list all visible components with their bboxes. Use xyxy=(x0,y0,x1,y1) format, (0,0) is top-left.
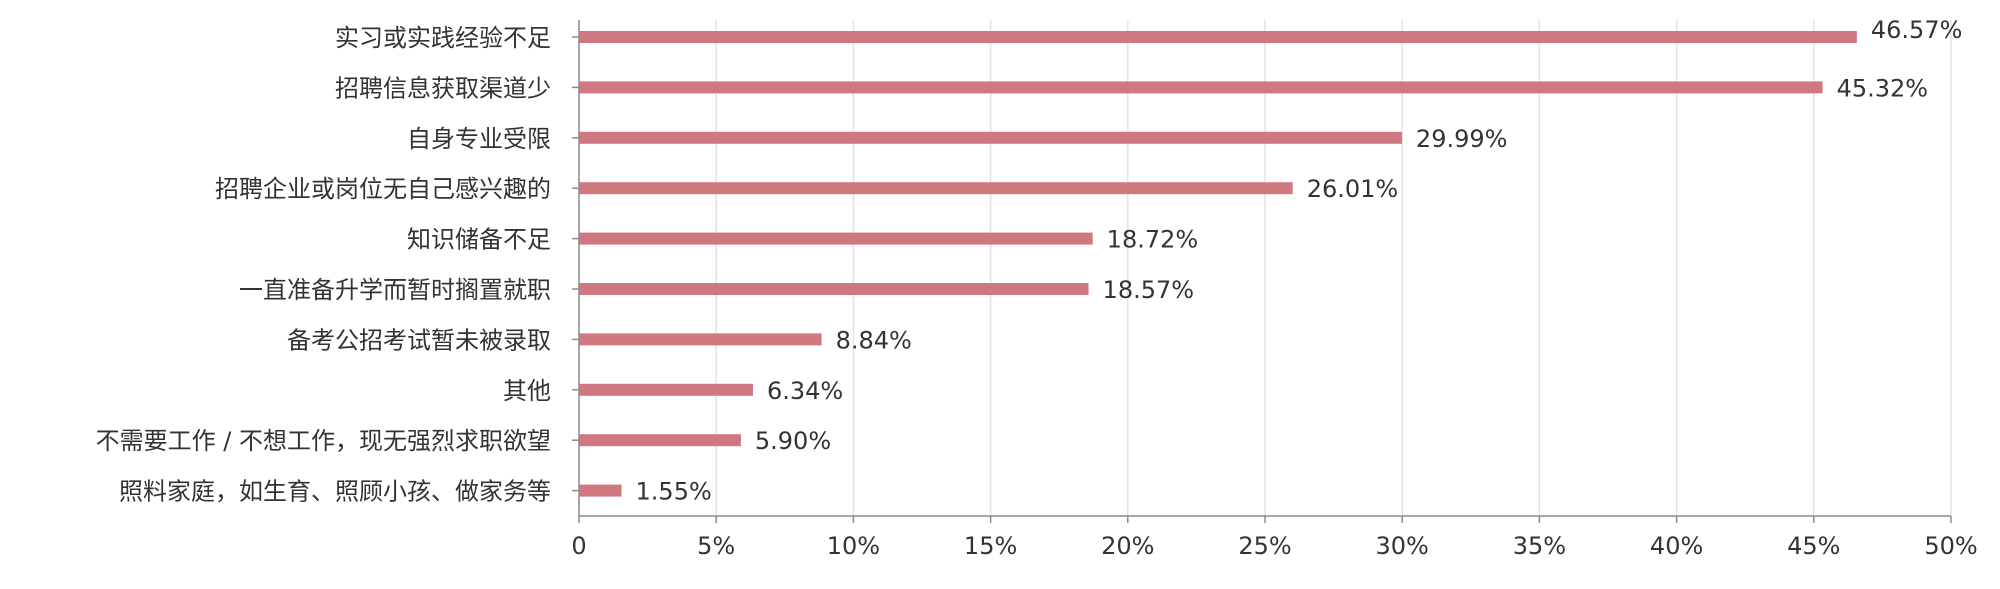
value-label: 46.57% xyxy=(1871,16,1963,44)
x-tick-label: 15% xyxy=(964,532,1017,560)
category-label: 备考公招考试暂未被录取 xyxy=(287,326,551,354)
x-tick-label: 20% xyxy=(1101,532,1154,560)
bar xyxy=(579,333,822,346)
category-label: 实习或实践经验不足 xyxy=(335,24,551,52)
bar xyxy=(579,182,1293,195)
category-label: 照料家庭，如生育、照顾小孩、做家务等 xyxy=(119,478,551,506)
category-label: 不需要工作 / 不想工作，现无强烈求职欲望 xyxy=(96,427,551,455)
bar xyxy=(579,131,1402,144)
x-tick-label: 0 xyxy=(571,532,586,560)
x-tick-label: 50% xyxy=(1924,532,1977,560)
x-tick-label: 35% xyxy=(1513,532,1566,560)
category-label: 一直准备升学而暂时搁置就职 xyxy=(239,276,551,304)
axis-layer xyxy=(572,20,1952,523)
category-label: 其他 xyxy=(503,377,551,405)
value-label: 29.99% xyxy=(1416,125,1508,153)
x-tick-label: 40% xyxy=(1650,532,1703,560)
value-label: 1.55% xyxy=(636,478,712,506)
x-tick-label: 30% xyxy=(1376,532,1429,560)
value-label: 18.57% xyxy=(1103,276,1195,304)
bar xyxy=(579,81,1823,94)
x-tick-label: 10% xyxy=(827,532,880,560)
x-tick-label: 45% xyxy=(1787,532,1840,560)
label-layer: 0 5% 10% 15% 20% 25% 30% 35% 40% 45% 50% 实习或实践经验不足 4… xyxy=(96,16,1978,560)
bar-layer xyxy=(579,31,1857,497)
category-label: 招聘信息获取渠道少 xyxy=(335,74,551,102)
bar xyxy=(579,484,622,497)
value-label: 26.01% xyxy=(1307,175,1399,203)
bar xyxy=(579,31,1857,43)
bar xyxy=(579,232,1093,245)
value-label: 45.32% xyxy=(1837,74,1929,102)
bar xyxy=(579,283,1089,295)
value-label: 6.34% xyxy=(767,377,843,405)
x-tick-label: 25% xyxy=(1238,532,1291,560)
category-label: 招聘企业或岗位无自己感兴趣的 xyxy=(215,175,551,203)
value-label: 18.72% xyxy=(1107,226,1199,254)
category-label: 知识储备不足 xyxy=(407,226,551,254)
grid-layer xyxy=(715,20,1952,516)
value-label: 8.84% xyxy=(836,326,912,354)
bar xyxy=(579,434,741,447)
category-label: 自身专业受限 xyxy=(407,125,551,153)
bar xyxy=(579,383,753,396)
value-label: 5.90% xyxy=(755,427,831,455)
x-tick-label: 5% xyxy=(697,532,735,560)
